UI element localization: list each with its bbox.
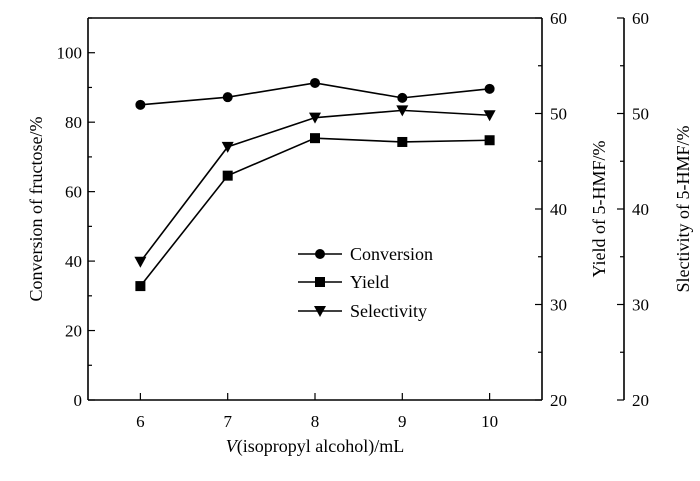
series-yield (135, 133, 495, 292)
series-selectivity (134, 105, 496, 268)
point-yield (484, 135, 495, 146)
left-tick-label: 20 (65, 322, 82, 341)
point-conversion (310, 77, 320, 88)
legend-marker-conversion (315, 249, 325, 259)
point-selectivity (483, 110, 496, 122)
point-selectivity (396, 105, 409, 117)
x-tick-label: 9 (398, 412, 407, 431)
right2-tick-label: 40 (632, 200, 649, 219)
left-tick-label: 100 (57, 44, 83, 63)
legend-label-yield: Yield (350, 272, 389, 292)
x-axis-ticks: 6 7 8 9 10 (136, 393, 498, 431)
left-tick-label: 40 (65, 252, 82, 271)
right2-tick-label: 30 (632, 296, 649, 315)
legend-item-yield: Yield (298, 272, 389, 292)
point-yield (310, 133, 320, 144)
point-yield (397, 136, 408, 147)
left-tick-label: 80 (65, 113, 82, 132)
legend-marker-yield (315, 277, 325, 287)
legend: Conversion Yield Selectivity (298, 244, 433, 321)
left-tick-label: 60 (65, 183, 82, 202)
offset-right-axis-ticks: 20 30 40 50 60 (617, 9, 649, 410)
legend-label-conversion: Conversion (350, 244, 433, 264)
left-axis-title: Conversion of fructose/% (26, 117, 46, 302)
point-conversion (222, 92, 233, 103)
right2-tick-label: 20 (632, 391, 649, 410)
point-conversion (135, 99, 146, 110)
right-axis-title: Yield of 5-HMF/% (589, 140, 609, 277)
series-layer (134, 77, 496, 292)
right1-tick-label: 40 (550, 200, 567, 219)
point-yield (222, 170, 233, 181)
legend-item-selectivity: Selectivity (298, 301, 427, 321)
x-tick-label: 7 (223, 412, 232, 431)
series-line-selectivity (139, 109, 490, 263)
right1-tick-label: 20 (550, 391, 567, 410)
point-conversion (484, 83, 495, 94)
point-selectivity (134, 256, 147, 268)
offset-right-axis-title: Slectivity of 5-HMF/% (673, 126, 693, 293)
right1-tick-label: 50 (550, 105, 567, 124)
right2-tick-label: 60 (632, 9, 649, 28)
legend-label-selectivity: Selectivity (350, 301, 427, 321)
right2-tick-label: 50 (632, 105, 649, 124)
point-yield (135, 281, 146, 292)
legend-item-conversion: Conversion (298, 244, 433, 264)
legend-marker-selectivity (314, 306, 326, 317)
x-tick-label: 6 (136, 412, 145, 431)
point-selectivity (221, 141, 234, 153)
left-tick-label: 0 (74, 391, 83, 410)
plot-frame (87, 17, 625, 401)
point-conversion (397, 92, 408, 103)
x-axis-title-rest: (isopropyl alcohol)/mL (237, 436, 404, 457)
x-tick-label: 8 (311, 412, 320, 431)
right1-tick-label: 60 (550, 9, 567, 28)
point-selectivity (309, 112, 321, 124)
x-tick-label: 10 (481, 412, 498, 431)
series-line-yield (139, 137, 490, 287)
left-axis-ticks: 0 20 40 60 80 100 (57, 17, 95, 410)
right1-tick-label: 30 (550, 296, 567, 315)
series-conversion (135, 77, 495, 110)
x-axis-title: V(isopropyl alcohol)/mL (226, 436, 404, 457)
x-axis-title-variable: V (226, 436, 239, 456)
right-axis-ticks: 20 30 40 50 60 (535, 9, 567, 410)
